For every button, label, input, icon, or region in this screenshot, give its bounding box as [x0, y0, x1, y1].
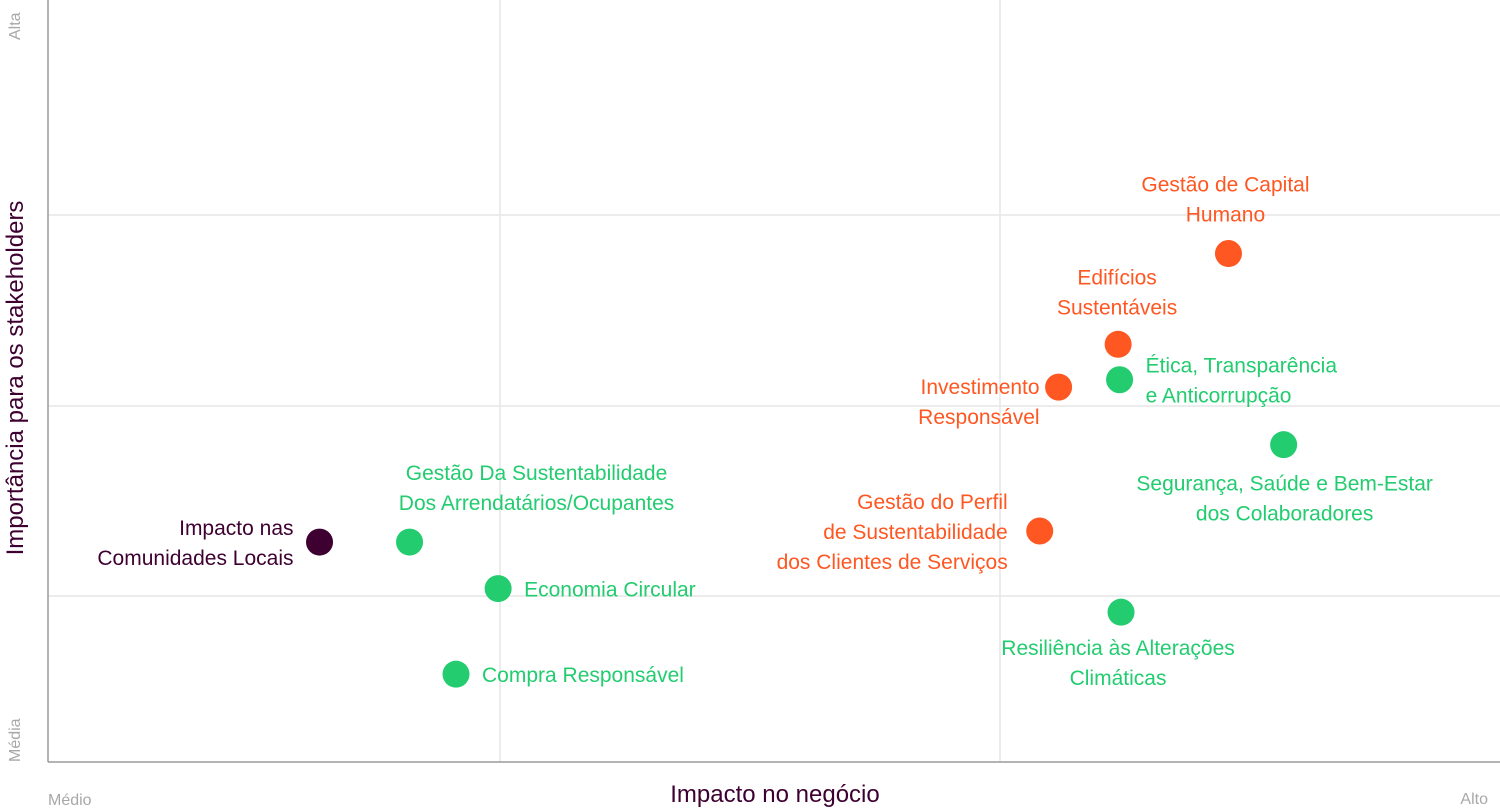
- point-marker: [1214, 240, 1242, 268]
- point-marker: [1270, 431, 1298, 459]
- data-point[interactable]: Edifícios Sustentáveis: [1057, 266, 1177, 358]
- point-label-line: Impacto nas: [179, 517, 293, 540]
- data-point[interactable]: Gestão do Perfil de Sustentabilidade dos C…: [777, 491, 1054, 574]
- data-point[interactable]: Impacto nas Comunidades Locais: [97, 517, 334, 570]
- y-axis-title: Importância para os stakeholders: [2, 201, 29, 556]
- data-point[interactable]: Ética, Transparência e Anticorrupção: [1106, 355, 1337, 408]
- point-marker: [306, 528, 334, 556]
- point-label-line: Gestão do Perfil: [857, 491, 1008, 514]
- point-label: Gestão de Capital Humano: [1141, 174, 1309, 227]
- data-point[interactable]: Segurança, Saúde e Bem-Estar dos Colabora…: [1136, 431, 1433, 526]
- point-label-line: Sustentáveis: [1057, 296, 1177, 319]
- point-label-line: e Anticorrupção: [1146, 385, 1292, 408]
- point-marker: [1107, 598, 1135, 626]
- data-point[interactable]: Compra Responsável: [442, 660, 684, 688]
- data-point[interactable]: Gestão de Capital Humano: [1141, 174, 1310, 268]
- point-marker: [442, 660, 470, 688]
- point-label: Gestão Da Sustentabilidade Dos Arrendatár…: [399, 462, 674, 515]
- x-tick-label-min: Médio: [48, 792, 92, 809]
- point-label: Edifícios Sustentáveis: [1057, 266, 1177, 319]
- grid-lines: [48, 0, 1500, 762]
- point-label-line: Dos Arrendatários/Ocupantes: [399, 492, 674, 515]
- y-tick-label-min: Média: [7, 718, 24, 762]
- data-point[interactable]: Investimento Responsável: [918, 373, 1073, 430]
- point-label: Ética, Transparência e Anticorrupção: [1146, 355, 1338, 408]
- x-axis-title: Impacto no negócio: [670, 781, 879, 808]
- point-label-line: Economia Circular: [524, 579, 696, 602]
- point-label-line: Gestão de Capital: [1141, 174, 1309, 197]
- data-point[interactable]: Gestão Da Sustentabilidade Dos Arrendatár…: [396, 462, 674, 556]
- point-label: Investimento Responsável: [918, 376, 1039, 429]
- point-label-line: Segurança, Saúde e Bem-Estar: [1136, 473, 1433, 496]
- point-label-line: Comunidades Locais: [97, 547, 293, 570]
- point-label-line: Edifícios: [1077, 266, 1156, 289]
- point-label: Resiliência às Alterações Climáticas: [1001, 637, 1234, 690]
- point-label-line: Responsável: [918, 406, 1039, 429]
- data-points: Gestão de Capital Humano Edifícios Sustentá…: [97, 174, 1433, 691]
- point-label-line: de Sustentabilidade: [823, 521, 1007, 544]
- data-point[interactable]: Resiliência às Alterações Climáticas: [1001, 598, 1235, 691]
- point-label: Gestão do Perfil de Sustentabilidade dos C…: [777, 491, 1008, 574]
- point-label-line: Gestão Da Sustentabilidade: [406, 462, 668, 485]
- point-label: Segurança, Saúde e Bem-Estar dos Colabora…: [1136, 473, 1433, 526]
- point-label-line: Resiliência às Alterações: [1001, 637, 1234, 660]
- point-marker: [396, 528, 424, 556]
- point-label-line: dos Colaboradores: [1196, 503, 1373, 526]
- point-label-line: dos Clientes de Serviços: [777, 551, 1008, 574]
- point-label: Economia Circular: [524, 579, 696, 602]
- point-label-line: Climáticas: [1070, 667, 1167, 690]
- point-label-line: Investimento: [921, 376, 1040, 399]
- point-marker: [484, 575, 512, 603]
- point-label-line: Humano: [1186, 204, 1265, 227]
- y-tick-label-max: Alta: [7, 12, 24, 40]
- data-point[interactable]: Economia Circular: [484, 575, 696, 603]
- point-label-line: Ética, Transparência: [1146, 355, 1338, 378]
- point-marker: [1045, 373, 1073, 401]
- point-label: Compra Responsável: [482, 664, 684, 687]
- x-tick-label-max: Alto: [1460, 791, 1488, 808]
- point-label-line: Compra Responsável: [482, 664, 684, 687]
- point-marker: [1106, 366, 1134, 394]
- point-marker: [1104, 330, 1132, 358]
- point-label: Impacto nas Comunidades Locais: [97, 517, 293, 570]
- point-marker: [1026, 517, 1054, 545]
